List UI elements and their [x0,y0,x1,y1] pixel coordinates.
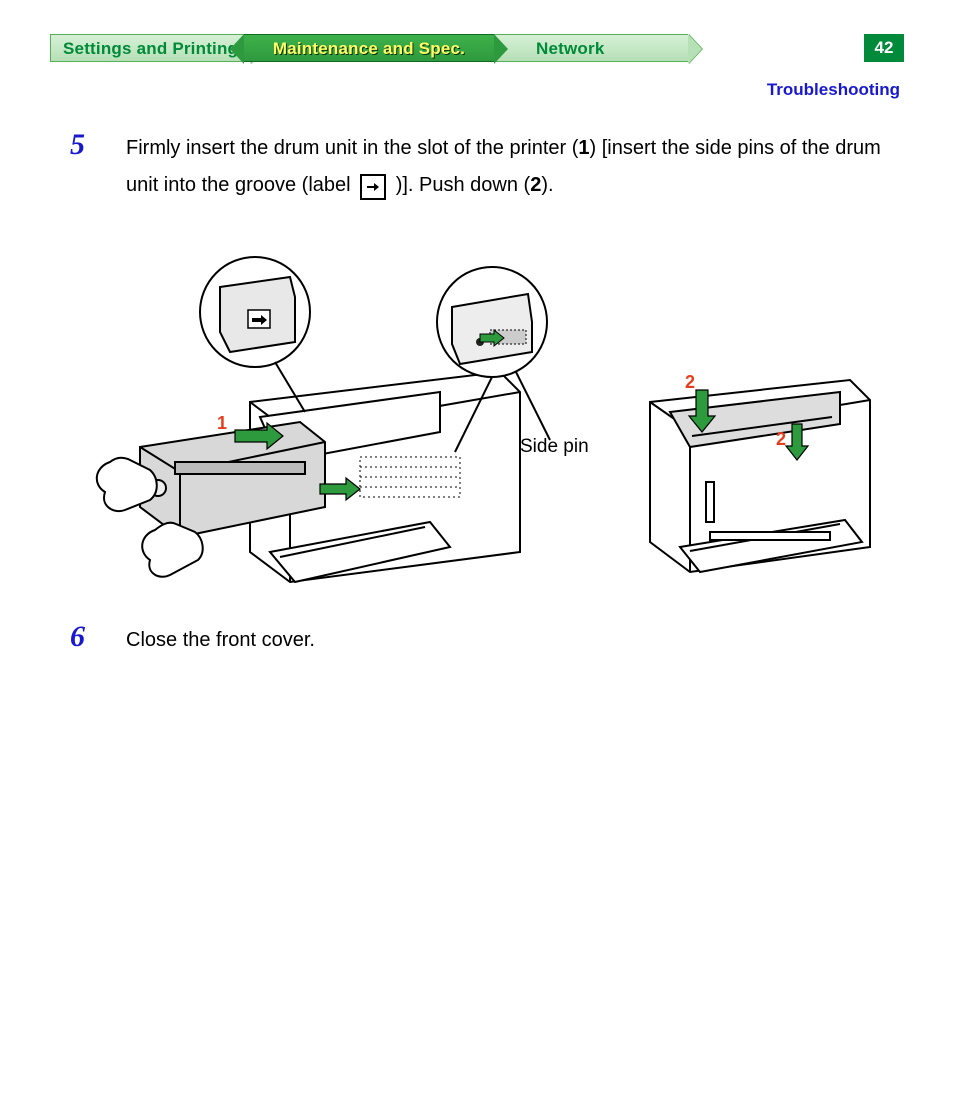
step-5-text: Firmly insert the drum unit in the slot … [126,130,904,204]
step5-part4: ). [541,174,553,196]
section-subheader: Troubleshooting [50,80,900,100]
step-5: 5 Firmly insert the drum unit in the slo… [50,130,904,204]
top-nav: Settings and Printing Maintenance and Sp… [50,30,904,66]
step-5-number: 5 [50,130,126,204]
printer-left-illustration [80,252,580,592]
printer-right-illustration [610,362,910,592]
callout-2a: 2 [685,372,695,393]
tab-settings[interactable]: Settings and Printing [50,34,250,62]
step5-part1: Firmly insert the drum unit in the slot … [126,137,578,159]
callout-2b: 2 [776,429,786,450]
step5-bold2: 2 [530,174,541,196]
step-6: 6 Close the front cover. [50,622,904,659]
callout-1: 1 [217,413,227,434]
tab-maintenance[interactable]: Maintenance and Spec. [244,34,494,62]
side-pin-label: Side pin [520,436,589,458]
step5-bold1: 1 [578,137,589,159]
arrow-right-icon [360,174,386,200]
step5-part3: )]. Push down ( [390,174,530,196]
step-5-diagram: 1 2 2 Side pin [50,222,904,592]
step-6-text: Close the front cover. [126,622,904,659]
tab-network[interactable]: Network [488,34,688,62]
page-number: 42 [864,34,904,62]
tab-maintenance-label: Maintenance and Spec. [273,39,465,58]
step-6-number: 6 [50,622,126,659]
